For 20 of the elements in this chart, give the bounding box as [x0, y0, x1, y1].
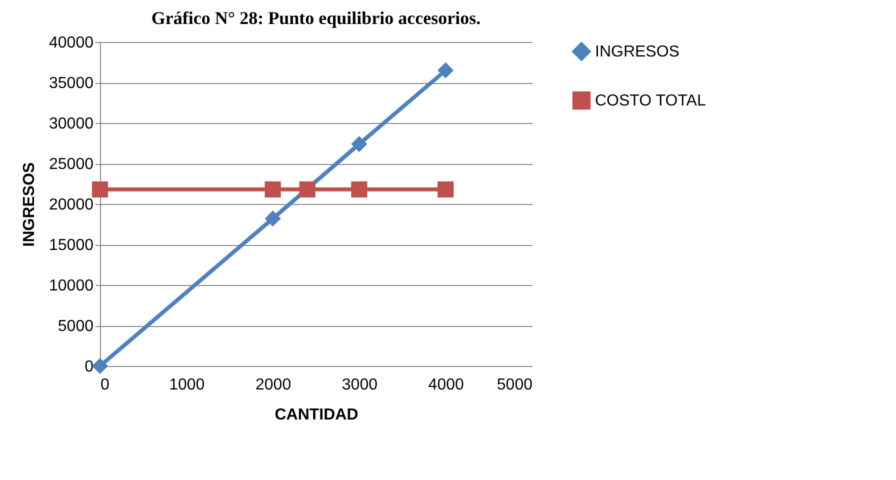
y-tick-label: 0	[84, 358, 94, 376]
y-tick-label: 40000	[49, 34, 94, 52]
y-tick-label: 30000	[49, 116, 94, 132]
legend-label: COSTO TOTAL	[595, 92, 706, 110]
legend-label: INGRESOS	[595, 44, 680, 60]
y-tick-label: 25000	[49, 156, 94, 173]
chart-title: Gráfico N° 28: Punto equilibrio accesorios.	[151, 8, 481, 28]
x-tick-label: 5000	[496, 376, 533, 394]
x-tick-label: 3000	[342, 376, 378, 394]
x-tick-label: 4000	[428, 376, 464, 394]
x-tick-label: 2000	[256, 376, 292, 394]
y-tick-label: 35000	[49, 75, 94, 92]
y-tick-label: 10000	[49, 278, 94, 294]
x-tick-label: 0	[100, 376, 110, 394]
y-axis-title: INGRESOS	[21, 162, 38, 247]
y-tick-label: 15000	[49, 237, 94, 254]
y-tick-label: 5000	[58, 318, 94, 335]
x-axis-title: CANTIDAD	[274, 406, 358, 424]
y-tick-label: 20000	[49, 196, 94, 214]
x-tick-label: 1000	[169, 376, 205, 394]
